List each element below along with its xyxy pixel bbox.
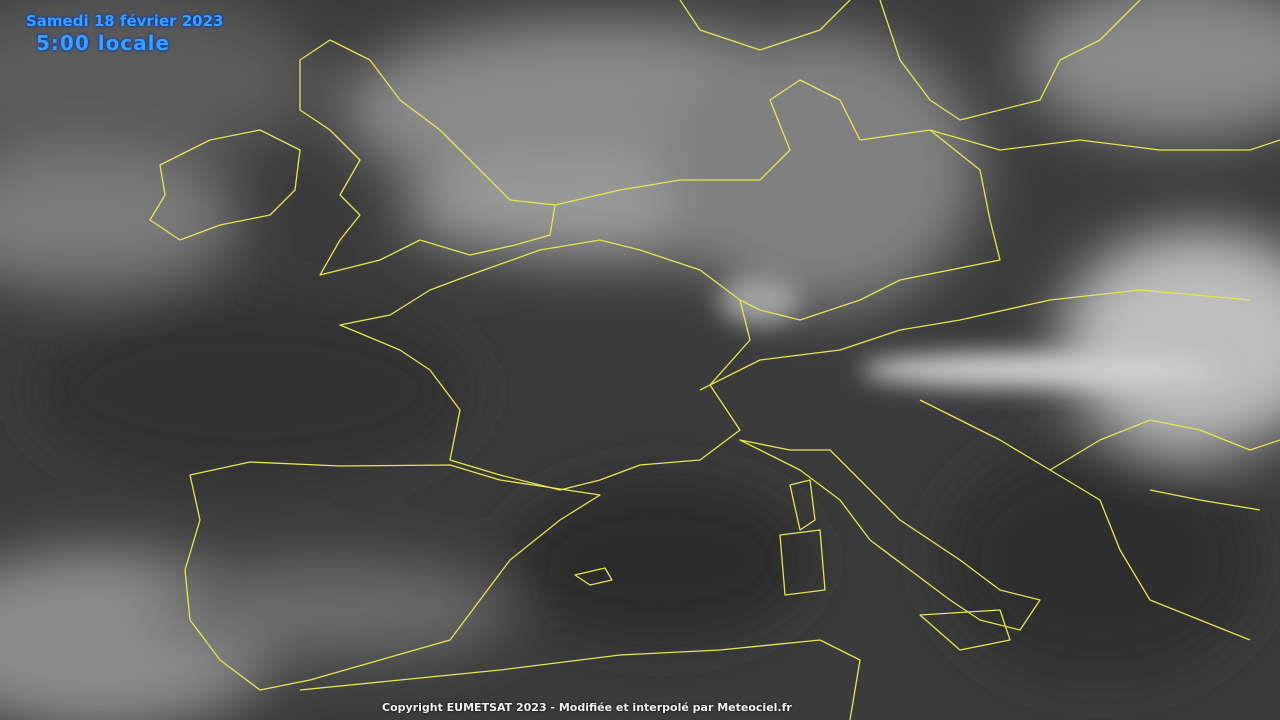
coastline-adriatic xyxy=(919,399,1251,641)
coastline-balearics xyxy=(574,567,613,586)
country-borders xyxy=(149,0,1280,720)
coastline-italy xyxy=(739,439,1041,631)
time-label: 5:00 locale xyxy=(36,31,171,55)
coastline-north-africa xyxy=(299,639,861,720)
border-alps xyxy=(699,289,1251,391)
border-balkans xyxy=(1049,419,1280,511)
coastline-baltic xyxy=(929,129,1280,151)
copyright-text: Copyright EUMETSAT 2023 - Modifiée et in… xyxy=(382,701,792,714)
coastline-sicily xyxy=(919,609,1011,651)
coastline-scandinavia xyxy=(679,0,1141,121)
coastline-corsica-sardinia xyxy=(779,479,826,596)
date-label: Samedi 18 février 2023 xyxy=(26,12,224,30)
coastline-iberia xyxy=(184,461,601,691)
coastline-britain xyxy=(299,39,556,276)
coastline-france xyxy=(339,239,751,491)
cloud-band xyxy=(720,275,1220,388)
coastline-ireland xyxy=(149,129,301,241)
